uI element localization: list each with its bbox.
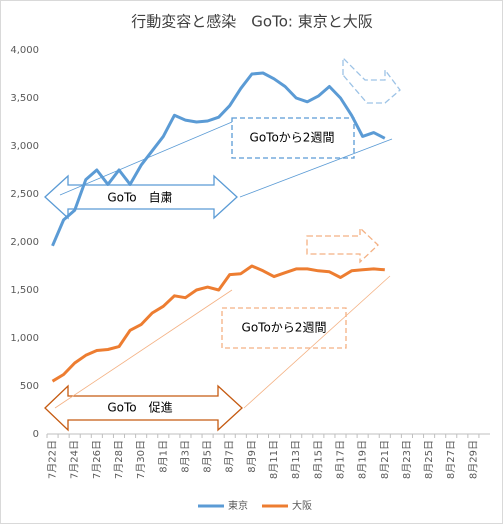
guide-line [243,275,391,409]
dashed-box [231,117,355,159]
x-tick-label: 8月9日 [246,440,258,473]
x-tick-label: 8月19日 [357,440,369,479]
series-line [51,264,385,383]
double-arrow [44,174,238,220]
x-tick-label: 7月26日 [91,440,103,479]
annotation: GoTo 促進 [107,401,172,415]
x-tick-label: 7月22日 [47,440,59,479]
y-tick-label: 3,500 [10,93,39,104]
x-tick-label: 8月27日 [445,440,457,479]
y-tick-label: 2,000 [10,237,39,248]
dashed-arrow [342,56,401,104]
x-tick-label: 8月17日 [334,440,346,479]
y-tick-label: 4,000 [10,45,39,56]
x-tick-label: 8月7日 [224,440,236,473]
osaka-shapes [44,226,391,432]
x-tick-label: 8月29日 [467,440,479,479]
y-tick-label: 2,500 [10,189,39,200]
y-tick-label: 1,500 [10,285,39,296]
x-tick-label: 8月15日 [312,440,324,479]
x-tick-label: 8月23日 [401,440,413,479]
x-tick-label: 8月3日 [179,440,191,473]
y-tick-label: 500 [20,381,39,392]
annotation: GoToから2週間 [242,321,327,335]
dashed-box [221,307,347,349]
y-tick-label: 3,000 [10,141,39,152]
x-tick-label: 7月24日 [69,440,81,479]
annotation: GoTo 自粛 [107,191,172,205]
series-line [51,71,386,247]
x-tick-label: 8月1日 [157,440,169,473]
x-tick-label: 7月28日 [113,440,125,479]
legend-label: 大阪 [292,499,312,512]
x-tick-label: 8月11日 [268,440,280,479]
x-tick-label: 8月21日 [379,440,391,479]
legend-label: 東京 [228,499,248,512]
x-tick-label: 8月5日 [202,440,214,473]
guide-line [54,289,233,409]
dashed-arrow [306,226,379,264]
annotation: GoToから2週間 [250,131,335,145]
guide-line [239,138,393,198]
y-tick-label: 1,000 [10,333,39,344]
double-arrow [44,384,243,432]
y-tick-label: 0 [33,429,39,440]
x-tick-label: 7月30日 [135,440,147,479]
x-tick-label: 8月25日 [423,440,435,479]
chart-title: 行動変容と感染 GoTo: 東京と大阪 [131,13,372,31]
x-tick-label: 8月13日 [290,440,302,479]
